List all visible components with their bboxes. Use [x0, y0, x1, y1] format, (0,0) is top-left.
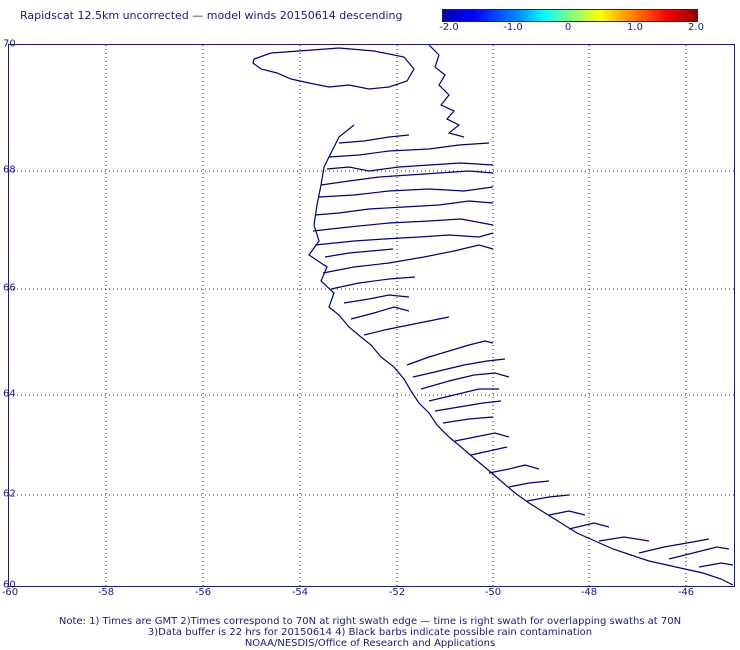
fjord: [428, 388, 499, 402]
lat-tick-label: 66: [3, 282, 16, 294]
fjord: [598, 536, 650, 542]
fjord: [320, 170, 494, 186]
fjord: [526, 494, 570, 502]
note-line: Note: 1) Times are GMT 2)Times correspon…: [58, 616, 682, 627]
colorbar-label: -2.0: [439, 22, 459, 33]
colorbar-label: 2.0: [688, 22, 704, 33]
lat-tick-label: 64: [3, 388, 16, 400]
fjord: [568, 522, 610, 530]
fjord: [343, 294, 410, 304]
fjord: [312, 218, 494, 232]
lat-tick-label: 62: [3, 488, 16, 500]
fjord: [668, 546, 730, 560]
fjord: [488, 464, 540, 474]
fjord: [638, 538, 710, 554]
fjord: [318, 186, 494, 198]
map-panel: [8, 44, 735, 587]
lon-tick-label: -58: [97, 587, 115, 598]
lon-tick-label: -52: [388, 587, 406, 598]
fjord: [412, 358, 506, 378]
disko-island: [252, 47, 415, 90]
lat-tick-label: 60: [3, 579, 16, 591]
fjord: [420, 372, 510, 390]
fjord: [698, 562, 734, 568]
fjord: [363, 316, 450, 336]
lon-tick-label: -46: [677, 587, 695, 598]
fjord: [548, 510, 586, 516]
fjord: [330, 276, 416, 290]
colorbar-label: 1.0: [627, 22, 643, 33]
credit-line: NOAA/NESDIS/Office of Research and Appli…: [244, 638, 496, 649]
lon-tick-label: -50: [484, 587, 502, 598]
map-title: Rapidscat 12.5km uncorrected — model win…: [20, 9, 403, 22]
map-canvas: [9, 45, 734, 586]
lat-tick-label: 70: [3, 38, 16, 50]
fjord: [314, 200, 494, 216]
wind-difference-colorbar: [442, 9, 698, 22]
fjord: [454, 432, 510, 442]
lat-tick-label: 68: [3, 164, 16, 176]
coastline: [252, 45, 734, 586]
fjord: [326, 162, 494, 172]
fjord: [406, 340, 494, 366]
fjord: [470, 446, 508, 456]
fjord: [434, 400, 502, 412]
fjord: [442, 416, 494, 424]
fjord: [350, 306, 410, 320]
fjord: [314, 232, 494, 246]
footnotes: Note: 1) Times are GMT 2)Times correspon…: [0, 616, 740, 649]
lon-tick-label: -54: [291, 587, 309, 598]
lon-tick-label: -60: [1, 587, 19, 598]
fjord: [508, 480, 550, 488]
colorbar-label: -1.0: [503, 22, 523, 33]
lon-tick-label: -56: [194, 587, 212, 598]
coast-west: [308, 124, 734, 586]
fjord: [338, 134, 410, 144]
lon-tick-label: -48: [580, 587, 598, 598]
fjord: [328, 142, 490, 158]
note-line: 3)Data buffer is 22 hrs for 20150614 4) …: [147, 627, 593, 638]
coast-north: [428, 45, 465, 138]
fjord: [322, 244, 494, 274]
fjord: [324, 248, 394, 258]
colorbar-label: 0: [564, 22, 572, 33]
